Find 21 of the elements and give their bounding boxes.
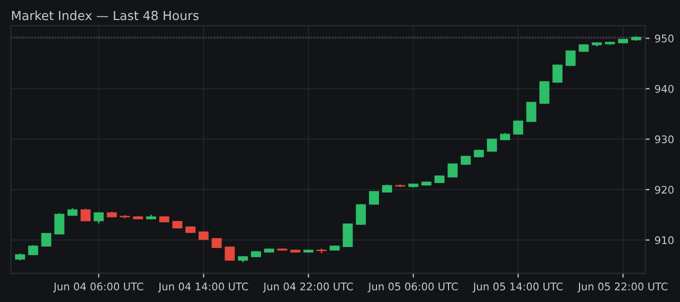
candlestick <box>448 162 458 178</box>
candlestick <box>80 208 91 222</box>
y-tick-label: 930 <box>655 135 674 144</box>
y-tick-label: 940 <box>655 84 674 93</box>
candlestick <box>356 204 366 226</box>
candlestick <box>54 212 64 236</box>
candlestick <box>552 64 563 84</box>
chart-title: Market Index — Last 48 Hours <box>12 10 199 20</box>
x-tick-label: Jun 05 22:00 UTC <box>577 282 668 292</box>
x-tick-label: Jun 04 06:00 UTC <box>53 282 144 292</box>
y-tick-label: 910 <box>655 236 674 244</box>
candlestick <box>486 138 497 152</box>
x-tick-label: Jun 04 22:00 UTC <box>262 282 353 292</box>
x-tick-label: Jun 05 06:00 UTC <box>368 282 458 292</box>
y-tick-label: 950 <box>655 34 674 42</box>
y-tick-label: 920 <box>655 186 674 194</box>
candlestick <box>539 80 550 105</box>
x-tick-label: Jun 05 14:00 UTC <box>472 282 563 292</box>
x-tick-label: Jun 04 14:00 UTC <box>158 282 248 292</box>
candlestick <box>368 190 379 206</box>
candlestick <box>224 246 235 262</box>
